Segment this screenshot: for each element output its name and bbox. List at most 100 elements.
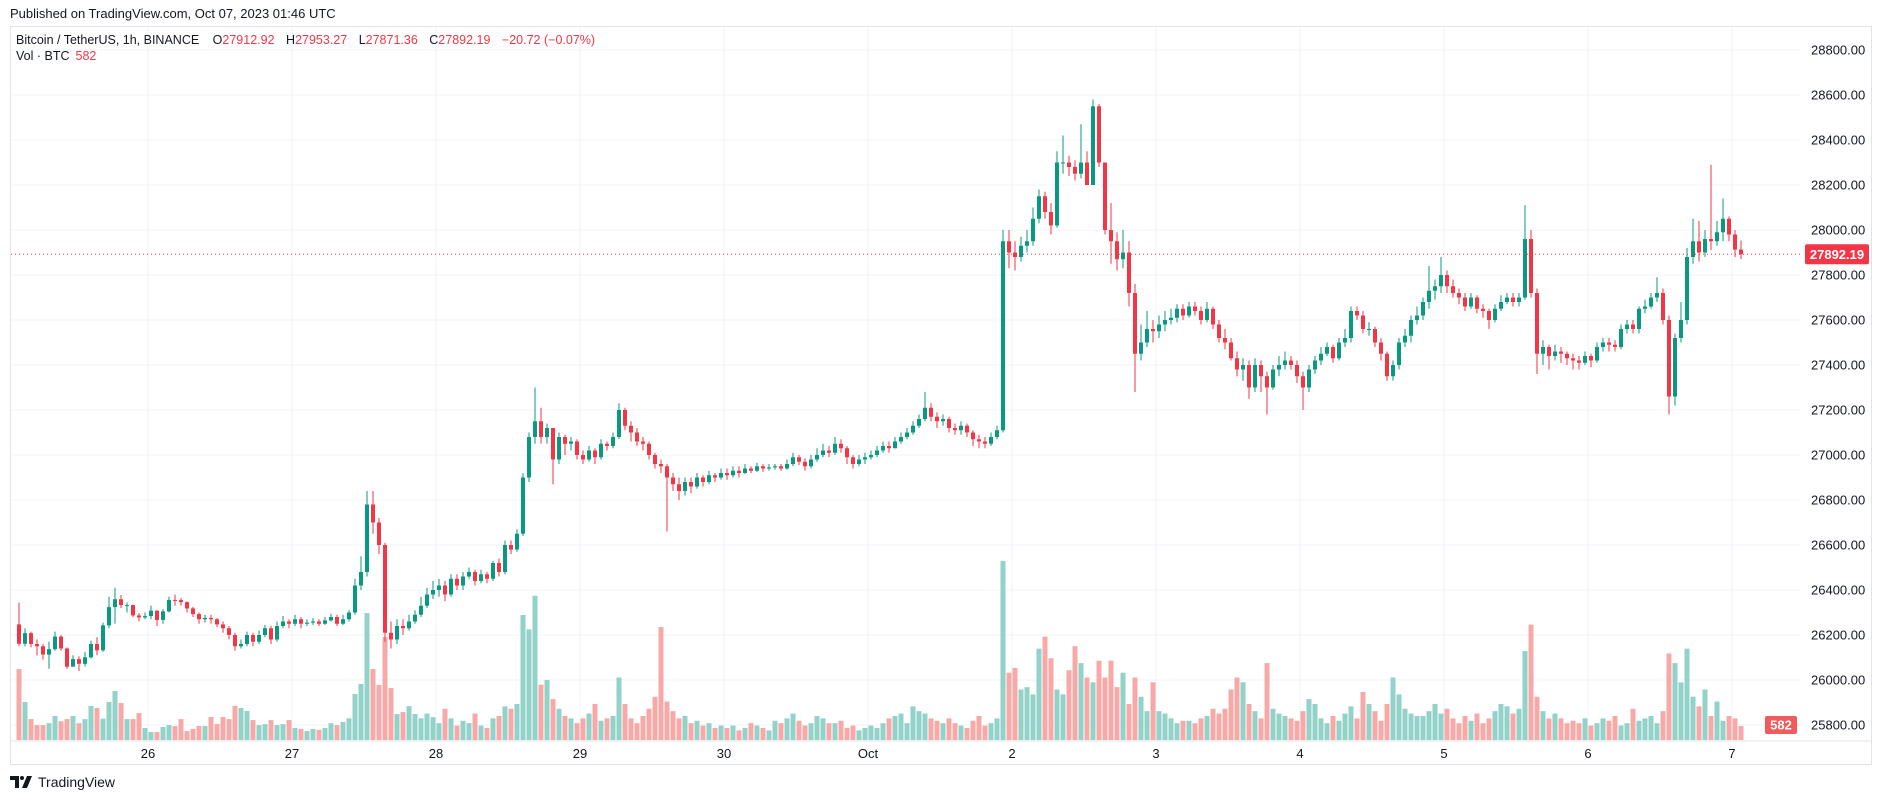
candle-up[interactable] xyxy=(515,533,519,550)
candle-up[interactable] xyxy=(1637,308,1641,329)
candle-down[interactable] xyxy=(185,602,189,609)
candle-up[interactable] xyxy=(449,578,453,595)
candle-down[interactable] xyxy=(29,633,33,644)
candle-up[interactable] xyxy=(1433,286,1437,291)
candle-up[interactable] xyxy=(101,625,105,651)
candle-down[interactable] xyxy=(953,428,957,431)
candle-down[interactable] xyxy=(119,599,123,606)
candle-down[interactable] xyxy=(131,605,135,616)
candle-down[interactable] xyxy=(1565,353,1569,359)
candle-down[interactable] xyxy=(59,636,63,649)
candle-down[interactable] xyxy=(497,563,501,572)
candle-down[interactable] xyxy=(779,466,783,469)
candle-up[interactable] xyxy=(353,585,357,613)
candle-up[interactable] xyxy=(341,619,345,624)
candle-up[interactable] xyxy=(239,644,243,647)
candle-down[interactable] xyxy=(455,578,459,586)
candle-down[interactable] xyxy=(749,468,753,471)
candle-down[interactable] xyxy=(563,437,567,444)
candle-up[interactable] xyxy=(1271,369,1275,388)
candle-up[interactable] xyxy=(467,572,471,577)
candle-up[interactable] xyxy=(1025,241,1029,246)
candle-up[interactable] xyxy=(755,466,759,471)
candle-up[interactable] xyxy=(23,633,27,644)
candle-up[interactable] xyxy=(617,410,621,437)
candle-up[interactable] xyxy=(1421,302,1425,316)
candle-up[interactable] xyxy=(1691,241,1695,257)
candle-down[interactable] xyxy=(1133,293,1137,354)
candle-up[interactable] xyxy=(1541,347,1545,354)
candle-down[interactable] xyxy=(983,441,987,444)
candle-up[interactable] xyxy=(557,437,561,460)
candle-down[interactable] xyxy=(1127,252,1131,294)
candle-down[interactable] xyxy=(1547,347,1551,356)
candle-down[interactable] xyxy=(851,457,855,464)
candle-up[interactable] xyxy=(1145,329,1149,343)
candle-up[interactable] xyxy=(1253,365,1257,388)
candle-down[interactable] xyxy=(965,425,969,433)
candle-down[interactable] xyxy=(1451,286,1455,293)
candle-up[interactable] xyxy=(1325,347,1329,354)
candle-down[interactable] xyxy=(251,635,255,642)
candle-up[interactable] xyxy=(107,607,111,626)
candle-up[interactable] xyxy=(959,425,963,431)
candle-down[interactable] xyxy=(827,450,831,453)
candle-up[interactable] xyxy=(143,616,147,618)
candle-up[interactable] xyxy=(1625,324,1629,330)
candle-up[interactable] xyxy=(1409,320,1413,336)
candle-up[interactable] xyxy=(1439,275,1443,287)
candle-up[interactable] xyxy=(1001,241,1005,431)
candle-up[interactable] xyxy=(347,612,351,620)
candle-up[interactable] xyxy=(1343,338,1347,343)
candle-down[interactable] xyxy=(929,407,933,417)
candle-up[interactable] xyxy=(1121,252,1125,260)
candle-up[interactable] xyxy=(1079,162,1083,174)
candle-up[interactable] xyxy=(1031,218,1035,242)
candle-down[interactable] xyxy=(1733,234,1737,250)
candle-up[interactable] xyxy=(1187,306,1191,316)
candle-down[interactable] xyxy=(887,446,891,449)
candle-up[interactable] xyxy=(203,617,207,620)
candle-up[interactable] xyxy=(83,657,87,664)
candle-down[interactable] xyxy=(803,461,807,467)
candle-down[interactable] xyxy=(389,632,393,640)
candle-up[interactable] xyxy=(1427,290,1431,302)
candlestick-chart[interactable]: 28800.00 28600.00 28400.00 28200.00 28000.00… xyxy=(11,27,1872,765)
candle-down[interactable] xyxy=(845,448,849,458)
candle-down[interactable] xyxy=(173,599,177,601)
candle-down[interactable] xyxy=(1667,320,1671,397)
candle-up[interactable] xyxy=(1367,329,1371,330)
candle-up[interactable] xyxy=(1595,347,1599,361)
candle-up[interactable] xyxy=(1205,308,1209,320)
candle-up[interactable] xyxy=(941,419,945,422)
candle-up[interactable] xyxy=(815,455,819,460)
candle-up[interactable] xyxy=(785,464,789,469)
candle-down[interactable] xyxy=(95,644,99,651)
candle-down[interactable] xyxy=(1247,365,1251,388)
candle-up[interactable] xyxy=(911,425,915,433)
chart-frame[interactable]: 28800.00 28600.00 28400.00 28200.00 28000.00… xyxy=(10,26,1872,765)
candle-down[interactable] xyxy=(179,600,183,603)
candle-up[interactable] xyxy=(305,622,309,624)
candle-down[interactable] xyxy=(287,621,291,624)
candle-up[interactable] xyxy=(1337,342,1341,359)
candle-up[interactable] xyxy=(161,611,165,620)
candle-down[interactable] xyxy=(1481,308,1485,311)
candle-down[interactable] xyxy=(1697,241,1701,253)
candle-up[interactable] xyxy=(695,477,699,487)
candle-up[interactable] xyxy=(425,594,429,606)
candle-down[interactable] xyxy=(971,432,975,440)
candle-up[interactable] xyxy=(125,605,129,607)
candle-down[interactable] xyxy=(1103,162,1107,231)
candle-up[interactable] xyxy=(923,407,927,419)
candle-down[interactable] xyxy=(1223,338,1227,343)
candle-down[interactable] xyxy=(1529,239,1533,293)
candle-up[interactable] xyxy=(47,649,51,655)
candle-up[interactable] xyxy=(1499,302,1503,309)
candle-down[interactable] xyxy=(1739,249,1743,255)
candle-down[interactable] xyxy=(1589,356,1593,361)
candle-down[interactable] xyxy=(1727,218,1731,235)
candle-up[interactable] xyxy=(1517,297,1521,303)
candle-up[interactable] xyxy=(521,477,525,534)
candle-down[interactable] xyxy=(509,545,513,550)
